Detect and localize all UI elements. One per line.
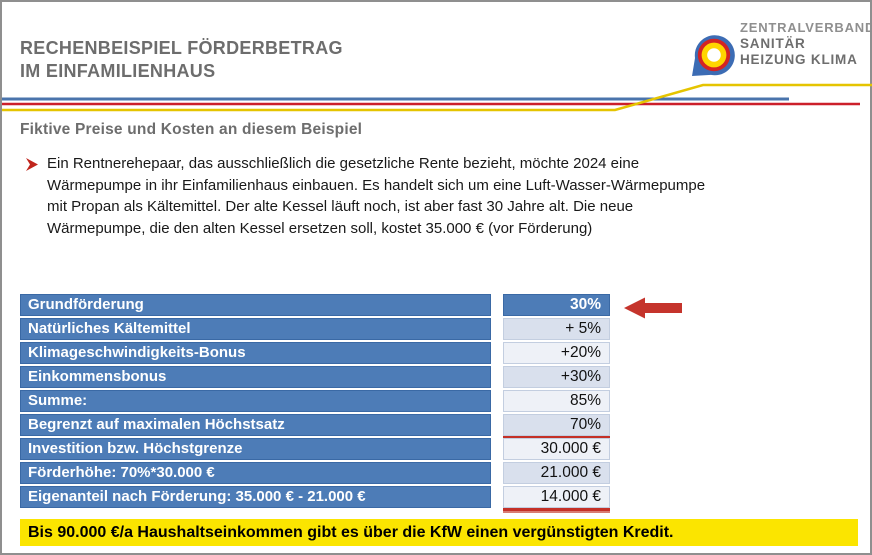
table-row-value: + 5% (503, 318, 610, 340)
table-row-label: Klimageschwindigkeits-Bonus (20, 342, 491, 364)
bullet-arrow-icon (26, 158, 38, 171)
logo-text: ZENTRALVERBAND SANITÄR HEIZUNG KLIMA (740, 20, 872, 68)
table-row: Klimageschwindigkeits-Bonus +20% (20, 342, 610, 364)
table-row-value: 70% (503, 414, 610, 436)
intro-bullet: Ein Rentnerehepaar, das ausschließlich d… (26, 153, 856, 239)
table-row: Summe: 85% (20, 390, 610, 412)
table-row-value: 30% (503, 294, 610, 316)
funding-table: Grundförderung 30% Natürliches Kältemittel… (20, 294, 610, 510)
table-row-label: Einkommensbonus (20, 366, 491, 388)
table-row: Natürliches Kältemittel + 5% (20, 318, 610, 340)
zvshk-logo: ZENTRALVERBAND SANITÄR HEIZUNG KLIMA (688, 18, 872, 82)
table-row-value: 14.000 € (503, 486, 610, 508)
table-row-label: Natürliches Kältemittel (20, 318, 491, 340)
footer-note: Bis 90.000 €/a Haushaltseinkommen gibt e… (20, 519, 858, 546)
table-row-value: 21.000 € (503, 462, 610, 484)
red-arrow-icon (624, 297, 682, 319)
table-row-value: 30.000 € (503, 438, 610, 460)
table-row: Eigenanteil nach Förderung: 35.000 € - 2… (20, 486, 610, 508)
table-row: Einkommensbonus +30% (20, 366, 610, 388)
logo-text-line1: ZENTRALVERBAND (740, 20, 872, 35)
table-row-label: Förderhöhe: 70%*30.000 € (20, 462, 491, 484)
section-subtitle: Fiktive Preise und Kosten an diesem Beis… (20, 121, 363, 138)
logo-text-line3: HEIZUNG KLIMA (740, 52, 858, 67)
table-row-value: +30% (503, 366, 610, 388)
zvshk-drop-icon (692, 35, 735, 76)
table-row-label: Grundförderung (20, 294, 491, 316)
table-row-value: 85% (503, 390, 610, 412)
table-row-label: Begrenzt auf maximalen Höchstsatz (20, 414, 491, 436)
table-row-value: +20% (503, 342, 610, 364)
table-row: Investition bzw. Höchstgrenze 30.000 € (20, 438, 610, 460)
table-row: Begrenzt auf maximalen Höchstsatz 70% (20, 414, 610, 436)
table-row: Grundförderung 30% (20, 294, 610, 316)
page-title: RECHENBEISPIEL FÖRDERBETRAG IM EINFAMILI… (20, 37, 343, 83)
table-row-label: Eigenanteil nach Förderung: 35.000 € - 2… (20, 486, 491, 508)
intro-bullet-text: Ein Rentnerehepaar, das ausschließlich d… (47, 155, 706, 237)
page-title-line2: IM EINFAMILIENHAUS (20, 61, 216, 81)
table-row: Förderhöhe: 70%*30.000 € 21.000 € (20, 462, 610, 484)
page-title-line1: RECHENBEISPIEL FÖRDERBETRAG (20, 38, 343, 58)
table-row-label: Summe: (20, 390, 491, 412)
logo-text-line2: SANITÄR (740, 36, 806, 51)
table-row-label: Investition bzw. Höchstgrenze (20, 438, 491, 460)
